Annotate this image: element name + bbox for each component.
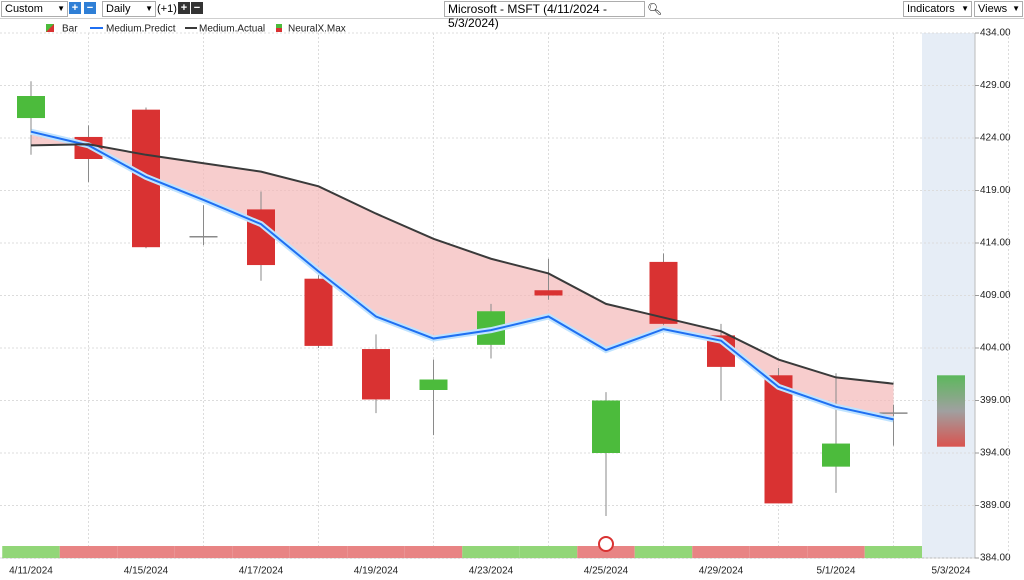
period-select[interactable]: Custom ▼ (1, 1, 68, 17)
indicators: Indicators (907, 3, 955, 15)
candle-body (362, 349, 390, 400)
y-tick-label: 394.00 (980, 448, 1011, 459)
y-tick-label: 434.00 (980, 28, 1011, 39)
indicators-menu[interactable]: Indicators ▼ (903, 1, 972, 17)
zoom-out[interactable]: − (84, 2, 96, 14)
offset-minus[interactable]: − (191, 2, 203, 14)
y-tick-label: 429.00 (980, 80, 1011, 91)
signal-segment (519, 546, 578, 558)
y-tick-label: 389.00 (980, 500, 1011, 511)
x-tick-label: 4/19/2024 (354, 566, 399, 577)
x-tick-label: 5/3/2024 (932, 566, 971, 577)
candle-body (764, 375, 793, 504)
y-tick-label: 424.00 (980, 133, 1011, 144)
candle-body (304, 278, 333, 346)
x-tick-label: 4/29/2024 (699, 566, 744, 577)
x-tick-label: 5/1/2024 (817, 566, 856, 577)
y-tick-label: 419.00 (980, 185, 1011, 196)
x-tick-label: 4/25/2024 (584, 566, 629, 577)
y-tick-label: 399.00 (980, 395, 1011, 406)
arrow: ▼ (1012, 4, 1020, 13)
signal-segment (289, 546, 348, 558)
x-tick-label: 4/23/2024 (469, 566, 514, 577)
legend-label: Bar (62, 24, 78, 35)
signal-segment (347, 546, 405, 558)
views-menu[interactable]: Views ▼ (974, 1, 1023, 17)
chart: Bar Medium.Predict Medium.Actual NeuralX… (0, 24, 1011, 577)
y-tick-label: 384.00 (980, 553, 1011, 564)
candle-body (534, 290, 563, 296)
signal-segment (692, 546, 750, 558)
title-box: Microsoft - MSFT (4/11/2024 - 5/3/2024) (444, 1, 645, 30)
candle-body (419, 379, 448, 390)
signal-segment (749, 546, 808, 558)
toolbar: Custom ▼ + − Daily ▼ (+1) + − Microsoft - … (0, 0, 1024, 30)
forecast-range (937, 375, 965, 447)
period: Custom (5, 3, 43, 15)
signal-segment (404, 546, 463, 558)
arrow: ▼ (961, 4, 969, 13)
signal-segment (59, 546, 118, 558)
candle-body (822, 443, 850, 467)
signal-icon (598, 536, 614, 552)
legend: Bar Medium.Predict Medium.Actual NeuralX… (46, 24, 346, 35)
offset: (+1) (157, 3, 177, 15)
offset-plus[interactable]: + (178, 2, 190, 14)
legend-icon (276, 24, 282, 28)
candle-body (649, 261, 678, 324)
candle-body (17, 96, 45, 119)
x-tick-label: 4/17/2024 (239, 566, 284, 577)
gap-fill (31, 131, 894, 420)
legend-label: NeuralX.Max (288, 24, 346, 35)
title: Microsoft - MSFT (4/11/2024 - 5/3/2024) (448, 2, 607, 30)
legend-label: Medium.Predict (106, 24, 176, 35)
actual-line (30, 143, 894, 385)
x-tick-label: 4/15/2024 (124, 566, 169, 577)
signal-segment (462, 546, 520, 558)
legend-icon (46, 24, 54, 32)
arrow: ▼ (57, 4, 65, 13)
signal-segment (174, 546, 233, 558)
signal-segment (807, 546, 865, 558)
signal-segment (117, 546, 175, 558)
y-tick-label: 409.00 (980, 290, 1011, 301)
search-button[interactable]: 🔍︎ (647, 2, 663, 16)
views: Views (978, 3, 1008, 15)
legend-icon (276, 28, 282, 32)
signal-segment (634, 546, 693, 558)
zoom-in[interactable]: + (69, 2, 81, 14)
legend-label: Medium.Actual (199, 24, 265, 35)
y-tick-label: 404.00 (980, 343, 1011, 354)
interval: Daily (106, 3, 131, 15)
y-tick-label: 414.00 (980, 238, 1011, 249)
x-tick-label: 4/11/2024 (9, 566, 53, 577)
arrow: ▼ (145, 4, 153, 13)
signal-segment (232, 546, 290, 558)
candle-body (592, 400, 620, 453)
predict-line (30, 130, 894, 421)
signal-segment (2, 546, 60, 558)
signal-segment (864, 546, 922, 558)
interval-select[interactable]: Daily ▼ (102, 1, 156, 17)
